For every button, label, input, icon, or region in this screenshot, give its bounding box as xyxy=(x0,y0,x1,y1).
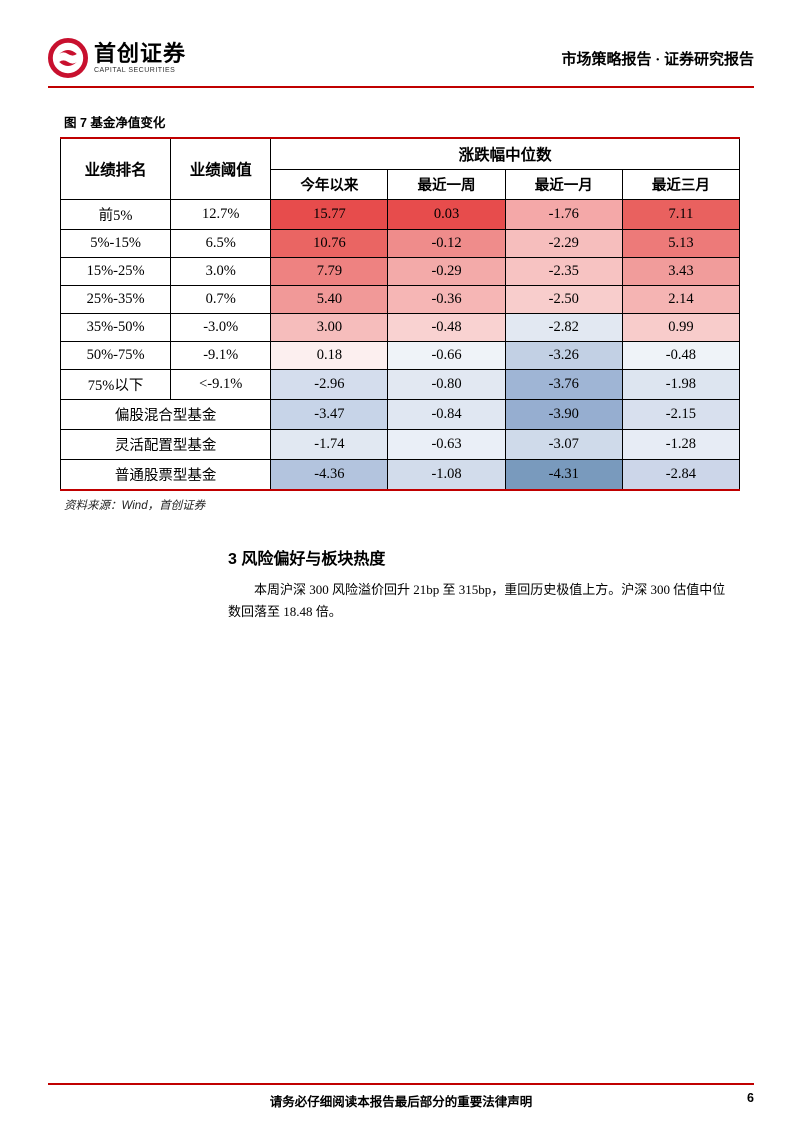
col-header-3m: 最近三月 xyxy=(622,170,739,200)
cell-value: 0.99 xyxy=(622,314,739,342)
section-body: 本周沪深 300 风险溢价回升 21bp 至 315bp，重回历史极值上方。沪深… xyxy=(228,579,734,623)
table-row: 灵活配置型基金-1.74-0.63-3.07-1.28 xyxy=(61,430,740,460)
cell-fund-type: 灵活配置型基金 xyxy=(61,430,271,460)
cell-value: 2.14 xyxy=(622,286,739,314)
cell-value: -2.96 xyxy=(271,370,388,400)
cell-value: -0.84 xyxy=(388,400,505,430)
cell-threshold: <-9.1% xyxy=(171,370,271,400)
figure-caption: 图 7 基金净值变化 xyxy=(64,112,754,131)
col-header-month: 最近一月 xyxy=(505,170,622,200)
cell-value: -3.90 xyxy=(505,400,622,430)
cell-value: -3.47 xyxy=(271,400,388,430)
table-row: 前5%12.7%15.770.03-1.767.11 xyxy=(61,200,740,230)
footer-disclaimer: 请务必仔细阅读本报告最后部分的重要法律声明 xyxy=(270,1091,533,1110)
cell-value: -0.63 xyxy=(388,430,505,460)
cell-value: 5.13 xyxy=(622,230,739,258)
cell-value: -2.35 xyxy=(505,258,622,286)
cell-value: -3.26 xyxy=(505,342,622,370)
cell-value: -3.76 xyxy=(505,370,622,400)
cell-value: -0.29 xyxy=(388,258,505,286)
cell-threshold: -9.1% xyxy=(171,342,271,370)
cell-threshold: 3.0% xyxy=(171,258,271,286)
company-logo: 首创证券 CAPITAL SECURITIES xyxy=(48,38,186,78)
cell-fund-type: 普通股票型基金 xyxy=(61,460,271,491)
table-row: 普通股票型基金-4.36-1.08-4.31-2.84 xyxy=(61,460,740,491)
cell-value: -2.50 xyxy=(505,286,622,314)
cell-value: -0.48 xyxy=(388,314,505,342)
table-row: 75%以下<-9.1%-2.96-0.80-3.76-1.98 xyxy=(61,370,740,400)
cell-value: -1.74 xyxy=(271,430,388,460)
fund-nav-table: 业绩排名 业绩阈值 涨跌幅中位数 今年以来 最近一周 最近一月 最近三月 前5%… xyxy=(60,137,740,491)
cell-value: -1.76 xyxy=(505,200,622,230)
table-row: 5%-15%6.5%10.76-0.12-2.295.13 xyxy=(61,230,740,258)
cell-rank: 5%-15% xyxy=(61,230,171,258)
cell-value: -2.82 xyxy=(505,314,622,342)
report-type-label: 市场策略报告 · 证券研究报告 xyxy=(561,48,754,69)
table-row: 15%-25%3.0%7.79-0.29-2.353.43 xyxy=(61,258,740,286)
logo-icon xyxy=(48,38,88,78)
cell-value: -1.28 xyxy=(622,430,739,460)
cell-value: 3.43 xyxy=(622,258,739,286)
page-header: 首创证券 CAPITAL SECURITIES 市场策略报告 · 证券研究报告 xyxy=(48,38,754,88)
cell-fund-type: 偏股混合型基金 xyxy=(61,400,271,430)
col-header-rank: 业绩排名 xyxy=(61,138,171,200)
cell-threshold: 6.5% xyxy=(171,230,271,258)
cell-value: 7.79 xyxy=(271,258,388,286)
cell-value: -1.98 xyxy=(622,370,739,400)
cell-rank: 25%-35% xyxy=(61,286,171,314)
table-row: 35%-50%-3.0%3.00-0.48-2.820.99 xyxy=(61,314,740,342)
cell-value: -0.48 xyxy=(622,342,739,370)
table-row: 偏股混合型基金-3.47-0.84-3.90-2.15 xyxy=(61,400,740,430)
col-header-ytd: 今年以来 xyxy=(271,170,388,200)
data-source-note: 资料来源：Wind，首创证券 xyxy=(64,497,754,513)
cell-value: 0.03 xyxy=(388,200,505,230)
cell-threshold: 0.7% xyxy=(171,286,271,314)
cell-value: 5.40 xyxy=(271,286,388,314)
cell-value: -2.84 xyxy=(622,460,739,491)
cell-value: -0.36 xyxy=(388,286,505,314)
section-title: 3 风险偏好与板块热度 xyxy=(228,545,734,569)
cell-value: 10.76 xyxy=(271,230,388,258)
cell-value: -2.29 xyxy=(505,230,622,258)
cell-value: 15.77 xyxy=(271,200,388,230)
cell-value: -3.07 xyxy=(505,430,622,460)
table-row: 50%-75%-9.1%0.18-0.66-3.26-0.48 xyxy=(61,342,740,370)
cell-value: 0.18 xyxy=(271,342,388,370)
page-footer: 请务必仔细阅读本报告最后部分的重要法律声明 6 xyxy=(48,1083,754,1105)
cell-value: 7.11 xyxy=(622,200,739,230)
cell-rank: 前5% xyxy=(61,200,171,230)
page-number: 6 xyxy=(747,1091,754,1105)
col-header-week: 最近一周 xyxy=(388,170,505,200)
cell-value: -0.66 xyxy=(388,342,505,370)
logo-text-en: CAPITAL SECURITIES xyxy=(94,67,186,74)
cell-threshold: -3.0% xyxy=(171,314,271,342)
cell-value: -4.36 xyxy=(271,460,388,491)
cell-value: -0.80 xyxy=(388,370,505,400)
cell-value: -0.12 xyxy=(388,230,505,258)
cell-value: 3.00 xyxy=(271,314,388,342)
super-header: 涨跌幅中位数 xyxy=(271,138,740,170)
cell-threshold: 12.7% xyxy=(171,200,271,230)
cell-rank: 75%以下 xyxy=(61,370,171,400)
cell-value: -2.15 xyxy=(622,400,739,430)
cell-value: -4.31 xyxy=(505,460,622,491)
logo-text-cn: 首创证券 xyxy=(94,43,186,65)
section-3: 3 风险偏好与板块热度 本周沪深 300 风险溢价回升 21bp 至 315bp… xyxy=(228,545,734,623)
col-header-threshold: 业绩阈值 xyxy=(171,138,271,200)
cell-value: -1.08 xyxy=(388,460,505,491)
cell-rank: 15%-25% xyxy=(61,258,171,286)
cell-rank: 35%-50% xyxy=(61,314,171,342)
cell-rank: 50%-75% xyxy=(61,342,171,370)
table-row: 25%-35%0.7%5.40-0.36-2.502.14 xyxy=(61,286,740,314)
